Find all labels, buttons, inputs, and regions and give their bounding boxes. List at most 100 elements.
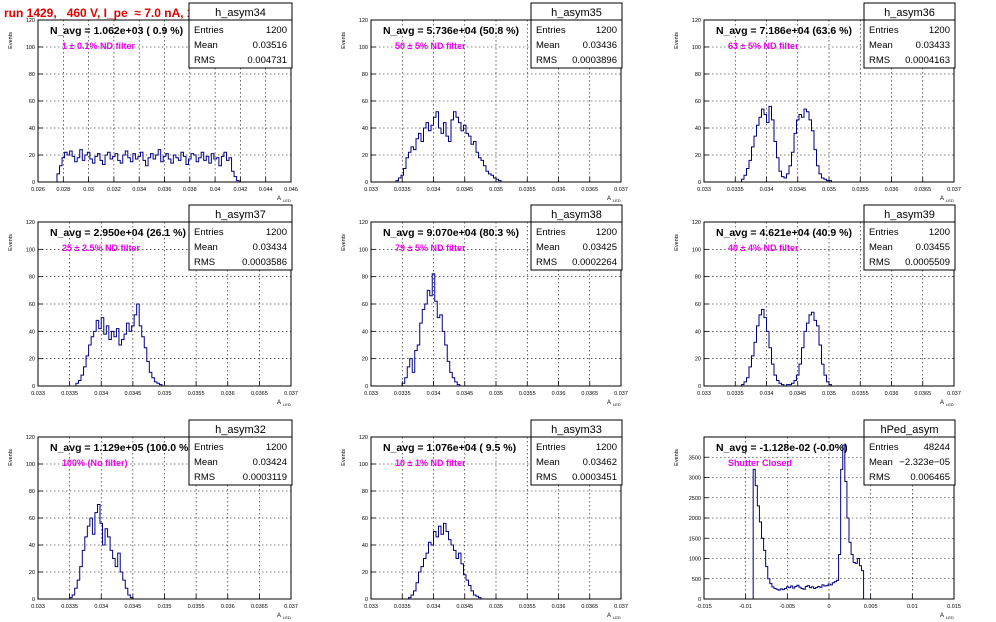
y-tick-label: 120 — [359, 220, 368, 226]
stats-box — [530, 204, 623, 271]
y-tick-label: 120 — [692, 220, 701, 226]
x-tick-label: 0.037 — [947, 187, 961, 193]
y-tick-label: 0 — [365, 180, 368, 186]
x-tick-label: 0.0345 — [456, 604, 473, 610]
stats-value: 0.03425 — [583, 242, 617, 253]
x-tick-label: 0.04 — [210, 187, 221, 193]
histogram-line — [395, 111, 502, 182]
x-axis-label: A LED — [607, 613, 621, 620]
stats-box — [530, 2, 623, 69]
y-tick-label: 60 — [362, 302, 368, 308]
annotation-text: 79 ± 5% ND filter — [395, 243, 466, 253]
y-tick-label: 0 — [32, 597, 35, 603]
stats-label: RMS — [536, 472, 557, 483]
histogram-panel-h_asym37: 0.033 0.0335 0.034 0.0345 0.035 0.0355 0.036 0.… — [8, 204, 298, 407]
stats-box-title: h_asym36 — [884, 7, 935, 19]
headline-text: N_avg = -1.128e-02 (-0.0%) — [716, 442, 848, 454]
x-axis-label-subscript: LED — [613, 615, 621, 620]
headline-text: N_avg = 2.950e+04 (26.1 %) — [50, 227, 186, 239]
x-tick-label: 0.0335 — [727, 187, 744, 193]
stats-value: 0.004731 — [247, 55, 287, 66]
stats-box — [530, 419, 623, 486]
y-tick-label: 80 — [695, 72, 701, 78]
x-tick-label: 0.0335 — [394, 391, 411, 397]
y-axis-label: Events — [8, 234, 14, 251]
x-tick-label: 0.0355 — [519, 604, 536, 610]
histogram-line — [741, 308, 832, 387]
y-tick-label: 40 — [362, 543, 368, 549]
x-tick-label: 0.036 — [158, 187, 172, 193]
x-tick-label: -0.01 — [739, 604, 752, 610]
y-tick-label: 80 — [362, 72, 368, 78]
stats-value: 0.0003586 — [242, 257, 287, 268]
y-tick-label: 80 — [362, 489, 368, 495]
stats-value: 0.03433 — [916, 40, 950, 51]
x-axis-label: A LED — [940, 196, 954, 203]
y-axis-label: Events — [674, 449, 680, 466]
y-tick-label: 60 — [362, 516, 368, 522]
y-tick-label: 120 — [359, 18, 368, 24]
x-tick-label: 0.036 — [552, 187, 566, 193]
y-tick-label: 40 — [362, 126, 368, 132]
y-tick-label: 60 — [695, 99, 701, 105]
x-axis-label: A LED — [940, 400, 954, 407]
x-tick-label: 0.044 — [259, 187, 273, 193]
histogram-line — [408, 522, 482, 599]
x-tick-label: 0.033 — [31, 391, 45, 397]
y-tick-label: 3500 — [689, 455, 701, 461]
y-tick-label: 100 — [26, 462, 35, 468]
x-tick-label: 0.034 — [427, 391, 441, 397]
x-axis-label: A LED — [277, 400, 291, 407]
stats-label: Entries — [869, 442, 899, 453]
stats-value: 1200 — [266, 25, 287, 36]
x-tick-label: 0.033 — [364, 391, 378, 397]
y-tick-label: 100 — [359, 462, 368, 468]
stats-label: Entries — [869, 227, 899, 238]
x-tick-label: 0.036 — [552, 391, 566, 397]
x-tick-label: 0.036 — [221, 391, 235, 397]
headline-text: N_avg = 1.129e+05 (100.0 %) — [50, 442, 192, 454]
histogram-line — [752, 444, 865, 599]
x-tick-label: 0.037 — [284, 391, 298, 397]
x-tick-label: 0.0365 — [581, 604, 598, 610]
x-axis-label: A LED — [277, 613, 291, 620]
x-tick-label: 0.037 — [614, 187, 628, 193]
annotation-text: 25 ± 2.5% ND filter — [62, 243, 140, 253]
y-tick-label: 0 — [365, 384, 368, 390]
annotation-text: 63 ± 5% ND filter — [728, 41, 799, 51]
y-tick-label: 0 — [32, 180, 35, 186]
y-tick-label: 1000 — [689, 557, 701, 563]
x-tick-label: 0.015 — [947, 604, 961, 610]
stats-value: 0.0003119 — [243, 472, 287, 483]
x-tick-label: 0.0345 — [124, 391, 141, 397]
annotation-text: 1 ± 0.1% ND filter — [62, 41, 135, 51]
x-tick-label: 0.033 — [364, 187, 378, 193]
stats-value: 0.0002264 — [572, 257, 617, 268]
x-axis-label-subscript: LED — [283, 198, 291, 203]
x-axis-label-subscript: LED — [946, 402, 954, 407]
y-tick-label: 2000 — [689, 516, 701, 522]
stats-label: Mean — [536, 242, 560, 253]
x-tick-label: 0.0345 — [789, 391, 806, 397]
x-tick-label: 0.0345 — [789, 187, 806, 193]
stats-box — [863, 419, 956, 486]
y-tick-label: 120 — [26, 435, 35, 441]
stats-box — [863, 2, 956, 69]
x-tick-label: 0.036 — [885, 391, 899, 397]
annotation-text: 40 ± 4% ND filter — [728, 243, 799, 253]
histogram-panel-h_asym33: 0.033 0.0335 0.034 0.0345 0.035 0.0355 0.036 0.… — [341, 419, 628, 620]
y-tick-label: 100 — [359, 247, 368, 253]
y-tick-label: 100 — [26, 45, 35, 51]
y-tick-label: 1500 — [689, 536, 701, 542]
y-axis-label: Events — [8, 32, 14, 49]
y-tick-label: 500 — [692, 577, 701, 583]
grid — [704, 437, 954, 599]
y-tick-label: 80 — [29, 489, 35, 495]
y-tick-label: 0 — [698, 384, 701, 390]
stats-value: 0.0003451 — [572, 472, 617, 483]
y-tick-label: 100 — [692, 45, 701, 51]
stats-label: Entries — [194, 25, 224, 36]
y-tick-label: 2500 — [689, 496, 701, 502]
annotation-text: 100% (No filter) — [62, 458, 128, 468]
